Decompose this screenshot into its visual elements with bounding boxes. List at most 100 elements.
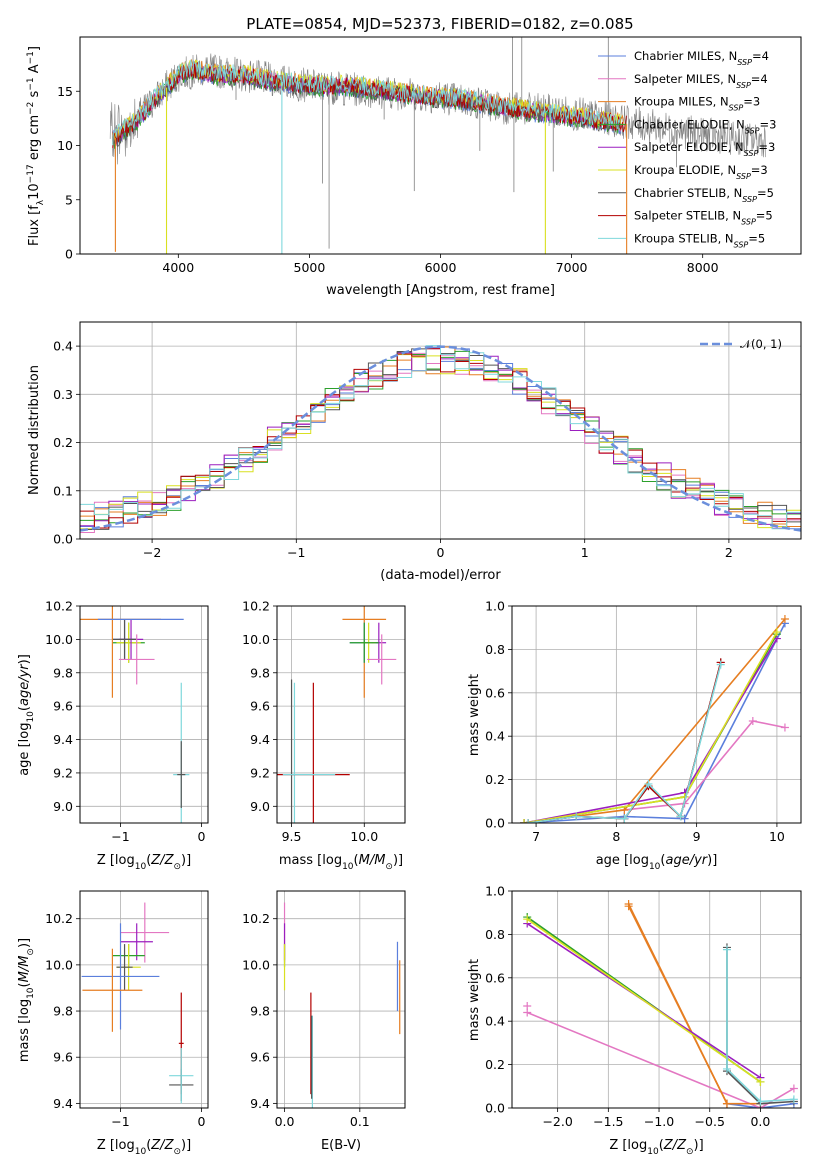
label-part: λ <box>36 199 46 205</box>
x-tick-label: −1 <box>111 829 129 844</box>
plot-area <box>109 37 766 254</box>
y-tick-label: 0.8 <box>485 927 505 942</box>
legend-text: =3 <box>743 95 760 109</box>
legend-text: =3 <box>760 117 777 131</box>
data-marker <box>572 812 581 821</box>
x-tick-label: 8000 <box>687 260 719 275</box>
y-tick-label: 9.4 <box>250 1096 270 1111</box>
x-tick-label: 10 <box>769 829 785 844</box>
model-spectrum <box>112 59 622 146</box>
data-marker <box>780 615 789 624</box>
y-axis-label: mass weight <box>467 959 482 1041</box>
series-line <box>523 631 778 823</box>
legend-sub: SSP <box>736 80 751 89</box>
legend-text: =3 <box>751 163 768 177</box>
label-part: 10 <box>649 862 661 872</box>
label-part: mass [log <box>279 853 342 868</box>
y-tick-label: 10.2 <box>242 599 270 614</box>
x-tick-label: 8 <box>612 829 620 844</box>
series-line <box>523 622 786 823</box>
x-tick-label: 4000 <box>162 260 194 275</box>
y-tick-label: 10.2 <box>45 599 73 614</box>
data-marker <box>523 915 532 924</box>
legend-label: Chabrier MILES, NSSP=4 <box>634 49 769 67</box>
legend-text: Kroupa STELIB, N <box>634 231 734 245</box>
label-part: )] <box>393 853 403 868</box>
plot-area <box>80 606 208 823</box>
histogram-step <box>80 345 801 530</box>
axes-frame <box>276 890 406 1109</box>
y-tick-label: 10 <box>57 138 73 153</box>
y-axis-label: mass weight <box>467 674 482 756</box>
y-tick-label: 10.0 <box>45 957 73 972</box>
residual-panel: −2 −1 0 1 2 0.0 0.1 0.2 0.3 0.4 (data-model)/error… <box>27 321 802 583</box>
legend-sub: SSP <box>745 126 760 135</box>
x-tick-label: −0.5 <box>695 1114 725 1129</box>
label-part: ⊙ <box>26 948 36 956</box>
plot-area <box>512 606 801 823</box>
y-tick-label: 0.0 <box>485 816 505 831</box>
label-part: 10 <box>27 183 42 200</box>
massweight-vs-metallicity-panel: −2.0 −1.5 −1.0 −0.5 0.0 0.0 0.2 0.4 0.6 0.8 1.0 Z [… <box>467 884 802 1157</box>
x-tick-label: 0.0 <box>750 1114 770 1129</box>
data-marker <box>748 717 757 726</box>
series-line <box>726 949 794 1103</box>
data-marker <box>780 723 789 732</box>
series-line <box>527 664 722 823</box>
label-part: 10 <box>135 1147 147 1157</box>
label-part: ( <box>354 853 359 868</box>
x-axis-label: (data-model)/error <box>380 568 501 583</box>
label-part: ⊙ <box>385 862 393 872</box>
x-tick-label: 9 <box>693 829 701 844</box>
label-part: 10 <box>647 1147 659 1157</box>
x-tick-label: 7000 <box>556 260 588 275</box>
legend-label: Salpeter STELIB, NSSP=5 <box>634 209 773 227</box>
data-marker <box>756 1077 765 1086</box>
y-tick-label: 9.0 <box>250 799 270 814</box>
label-part: 10 <box>135 862 147 872</box>
legend-label: Chabrier ELODIE, NSSP=3 <box>634 117 776 135</box>
data-marker <box>716 660 725 669</box>
y-tick-label: 10.0 <box>242 632 270 647</box>
legend-text: Chabrier MILES, N <box>634 49 737 63</box>
label-part: ⊙ <box>173 1147 181 1157</box>
y-tick-label: 0.4 <box>485 1014 505 1029</box>
label-part: s <box>27 90 42 101</box>
x-axis-label: wavelength [Angstrom, rest frame] <box>326 283 555 298</box>
y-tick-label: 0.2 <box>53 435 73 450</box>
label-part: )] <box>17 654 32 664</box>
axes-frame <box>79 890 209 1109</box>
label-part: erg cm <box>27 115 42 164</box>
x-axis-label: Z [log10(Z/Z⊙)] <box>97 1138 191 1157</box>
legend-sub: SSP <box>729 103 744 112</box>
axes-frame <box>79 605 209 824</box>
legend-sub: SSP <box>744 149 759 158</box>
y-tick-label: 10.2 <box>45 911 73 926</box>
label-part: ( <box>17 706 32 711</box>
data-marker <box>523 1002 532 1011</box>
label-part: −1 <box>26 51 36 64</box>
y-tick-label: 9.6 <box>250 1050 270 1065</box>
x-axis-label: E(B-V) <box>321 1138 361 1153</box>
label-part: ( <box>146 853 151 868</box>
y-tick-label: 0 <box>65 247 73 262</box>
y-tick-label: 9.6 <box>250 699 270 714</box>
model-spectrum <box>112 61 627 148</box>
y-tick-label: 9.4 <box>53 732 73 747</box>
data-marker <box>676 812 685 821</box>
legend-label: Chabrier STELIB, NSSP=5 <box>634 186 774 204</box>
axes-frame <box>276 605 406 824</box>
gaussian-curve <box>80 345 801 532</box>
y-axis-label: age [log10(age/yr)] <box>17 654 36 776</box>
legend-label: Kroupa ELODIE, NSSP=3 <box>634 163 768 181</box>
legend-label: Salpeter MILES, NSSP=4 <box>634 72 768 90</box>
label-part: ⊙ <box>173 862 181 872</box>
data-marker <box>644 779 653 788</box>
label-part: ( <box>146 1138 151 1153</box>
x-axis-label: Z [log10(Z/Z⊙)] <box>609 1138 703 1157</box>
legend-text: Salpeter MILES, N <box>634 72 736 86</box>
x-tick-label: 6000 <box>425 260 457 275</box>
y-tick-label: 9.6 <box>53 1050 73 1065</box>
figure-title: PLATE=0854, MJD=52373, FIBERID=0182, z=0… <box>246 15 633 33</box>
